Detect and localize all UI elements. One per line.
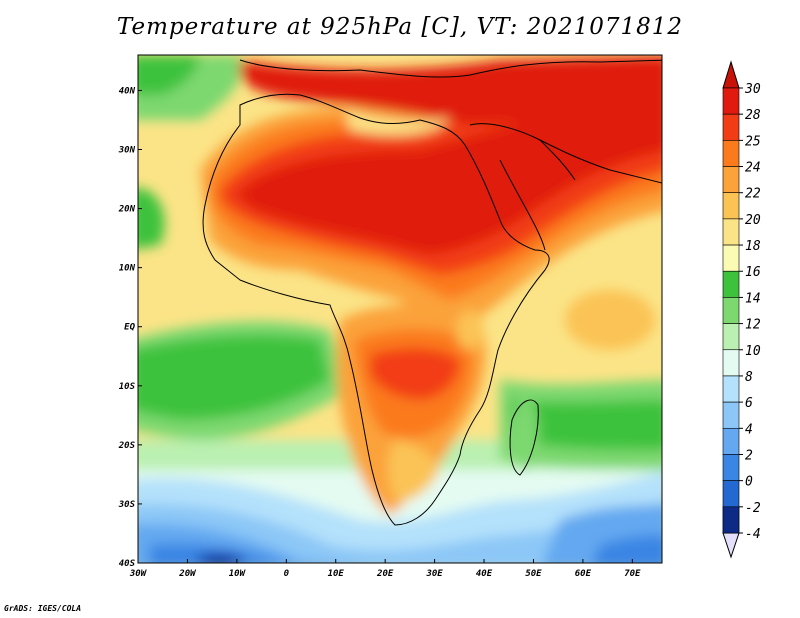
colorbar-label: 12: [745, 318, 761, 333]
colorbar-swatch: [722, 401, 740, 429]
coastlines: [202, 59, 662, 526]
colorbar-label: 18: [745, 239, 761, 254]
colorbar-swatch: [722, 480, 740, 508]
colorbar-label: 14: [745, 291, 761, 306]
colorbar-swatch: [722, 454, 740, 481]
latitude-axis: 40N 30N 20N 10N EQ 10S 20S 30S 40S: [118, 86, 142, 569]
colorbar-swatch: [722, 323, 740, 351]
colorbar-swatch: [722, 349, 740, 377]
plot-frame: [137, 54, 663, 564]
colorbar-label: 8: [745, 370, 753, 385]
lon-tick-label: 30E: [425, 569, 443, 579]
colorbar-swatch: [722, 427, 740, 455]
colorbar-label: 24: [745, 161, 761, 176]
colorbar-swatch: [722, 113, 740, 141]
colorbar-swatch: [722, 140, 740, 167]
lon-tick-label: 60E: [575, 569, 592, 579]
colorbar-swatch: [722, 87, 740, 115]
lat-tick-label: 20S: [118, 441, 136, 451]
colorbar-label: -4: [745, 527, 761, 542]
lon-tick-label: 10E: [328, 569, 345, 579]
colorbar-label: 16: [745, 265, 761, 280]
lat-tick-label: 40N: [119, 86, 136, 96]
lon-tick-label: 10W: [229, 569, 247, 579]
lat-tick-label: 10N: [119, 264, 136, 274]
colorbar-swatch: [722, 375, 740, 403]
lon-tick-label: 20W: [178, 569, 197, 579]
colorbar-label: 2: [745, 448, 753, 463]
colorbar-label: 10: [745, 344, 761, 359]
colorbar-label: 22: [745, 187, 761, 202]
lon-tick-label: 30W: [129, 569, 148, 579]
colorbar-label: 20: [745, 213, 761, 228]
colorbar-swatch: [722, 166, 740, 194]
colorbar-swatch: [722, 297, 740, 324]
lat-tick-label: 30N: [118, 146, 136, 156]
lon-tick-label: 20E: [376, 569, 394, 579]
lon-tick-label: 70E: [624, 569, 641, 579]
colorbar-swatch: [722, 244, 740, 272]
temperature-field: [138, 55, 662, 563]
lon-tick-label: 40E: [476, 569, 493, 579]
lon-tick-label: 50E: [525, 569, 542, 579]
colorbar-label: 6: [745, 396, 753, 411]
map-title: Temperature at 925hPa [C], VT: 202107181…: [116, 14, 684, 40]
lat-tick-label: EQ: [124, 323, 135, 333]
colorbar-swatch: [722, 218, 740, 246]
colorbar-swatch: [722, 192, 740, 220]
colorbar-swatch: [722, 506, 740, 534]
colorbar-label: 0: [745, 475, 753, 490]
colorbar-top-arrow: [722, 60, 740, 89]
colorbar-bottom-arrow: [722, 532, 740, 559]
lat-tick-label: 10S: [119, 382, 136, 392]
colorbar-label: -2: [745, 501, 761, 516]
colorbar-label: 28: [745, 108, 761, 123]
lon-tick-label: 0: [284, 569, 290, 579]
credit-text: GrADS: IGES/COLA: [4, 604, 82, 613]
colorbar-swatch: [722, 270, 740, 298]
colorbar-label: 4: [745, 422, 753, 437]
colorbar-label: 25: [745, 134, 761, 149]
longitude-axis: 30W 20W 10W 0 10E 20E 30E 40E 50E 60E 70E: [129, 559, 641, 579]
lat-tick-label: 30S: [118, 500, 136, 510]
lat-tick-label: 40S: [119, 559, 136, 569]
lat-tick-label: 20N: [118, 205, 136, 215]
colorbar-label: 30: [744, 82, 761, 97]
